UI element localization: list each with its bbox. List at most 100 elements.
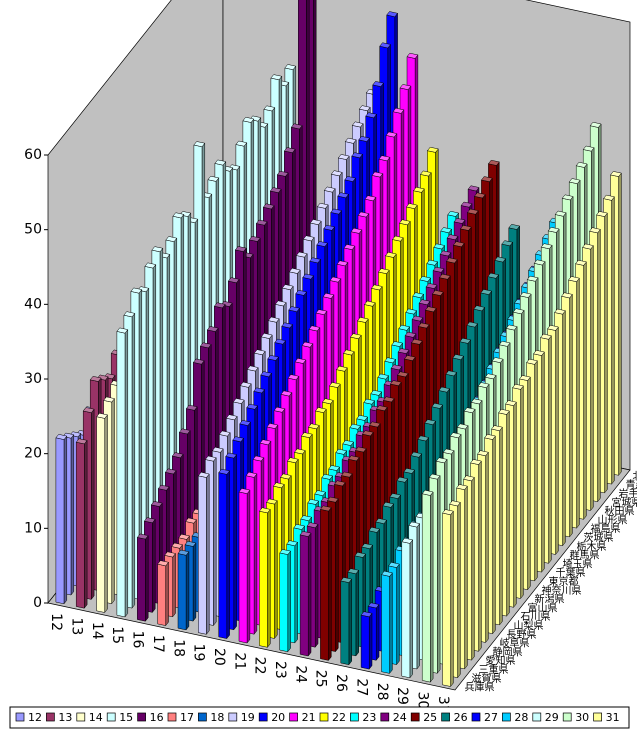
bar-top [321, 398, 334, 405]
bar-top [171, 452, 184, 459]
bar-top [377, 373, 390, 380]
x-tick-label: 29 [394, 687, 410, 705]
x-tick-label: 21 [231, 652, 247, 670]
legend-label: 14 [89, 711, 103, 724]
bar-top [269, 187, 282, 193]
bar-top [262, 203, 275, 210]
x-tick-label: 24 [292, 665, 308, 683]
bar-top [302, 273, 315, 280]
bar-top [337, 192, 350, 199]
bar-top [360, 611, 373, 618]
bar-top [388, 562, 400, 568]
legend-label: 21 [302, 711, 316, 724]
bar-top [340, 577, 353, 583]
bar-top [480, 289, 493, 295]
bar-top [456, 423, 469, 430]
bar-top [603, 194, 615, 201]
bar-side [246, 489, 251, 644]
bar-top [432, 266, 445, 273]
bar-top [418, 299, 431, 306]
bar-top [321, 473, 334, 480]
bar-side [430, 491, 434, 683]
bar-top [301, 341, 314, 348]
bar-top [505, 400, 517, 406]
bar [218, 468, 231, 640]
bar-top [178, 533, 190, 540]
bar-top [323, 224, 336, 231]
bar-top [185, 517, 197, 524]
bar-top [442, 448, 455, 455]
bar-top [234, 246, 247, 252]
bar-top [354, 446, 367, 453]
depth-tick-label: 群馬県 [570, 549, 600, 562]
bar-side [70, 433, 75, 596]
bar-top [75, 438, 88, 445]
bar-top [398, 219, 411, 226]
legend-label: 24 [393, 711, 407, 724]
y-tick-label: 0 [33, 595, 42, 611]
bar-front [442, 512, 451, 687]
depth-tick-label: 兵庫県 [465, 681, 495, 694]
bar-top [463, 407, 476, 414]
bar-top [164, 468, 177, 475]
bar-top [540, 243, 553, 250]
legend-label: 26 [454, 711, 468, 724]
bar-top [554, 210, 567, 217]
bar-top [401, 537, 414, 544]
bar-side [576, 277, 580, 529]
legend-label: 16 [150, 711, 164, 724]
bar-top [263, 105, 276, 112]
bar-top [477, 382, 490, 388]
bar-top [103, 396, 115, 403]
y-tick-label: 40 [24, 296, 42, 312]
legend-label: 23 [362, 711, 376, 724]
bar-side [513, 401, 517, 609]
bar-top [295, 251, 308, 258]
bar-top [494, 256, 507, 263]
bar-top [232, 436, 245, 443]
bar-top [315, 309, 328, 315]
bar-top [363, 300, 376, 307]
bar-top [470, 398, 483, 405]
bar-side [131, 312, 136, 609]
bar-top [421, 489, 434, 496]
bar-top [364, 195, 377, 202]
bar-top [299, 531, 312, 537]
bar-top [561, 194, 574, 201]
legend-label: 17 [180, 711, 194, 724]
bar-side [409, 539, 413, 679]
bar-side [145, 534, 149, 622]
bar-top [519, 375, 531, 381]
bar-top [274, 338, 287, 345]
bar-top [116, 327, 129, 334]
bar-side [597, 228, 601, 503]
bar-top [384, 357, 397, 364]
legend-swatch [258, 712, 268, 722]
bar-side [450, 510, 454, 688]
bar-front [177, 553, 187, 631]
bar-top [238, 488, 251, 494]
bar [401, 537, 414, 679]
bar-top [82, 407, 95, 413]
bar-top [386, 11, 399, 18]
bar-top [487, 272, 500, 279]
bar-top [375, 405, 388, 412]
bar-top [399, 84, 412, 90]
bar-top [276, 170, 289, 177]
bar-top [547, 227, 560, 233]
y-tick-label: 20 [24, 446, 42, 462]
depth-tick-label: 青森県 [626, 478, 637, 491]
x-tick-label: 15 [109, 626, 125, 644]
bar-top [404, 331, 417, 338]
legend-swatch [167, 712, 177, 722]
bar-top [157, 560, 169, 567]
depth-tick-label: 滋賀県 [472, 672, 502, 685]
bar-side [416, 522, 420, 670]
bar-top [337, 154, 350, 160]
depth-tick-label: 福島県 [591, 522, 621, 535]
bar-top [344, 137, 357, 144]
bar-top [449, 432, 462, 439]
legend-label: 22 [332, 711, 346, 724]
bar-top [389, 380, 402, 386]
bar-top [377, 268, 390, 274]
